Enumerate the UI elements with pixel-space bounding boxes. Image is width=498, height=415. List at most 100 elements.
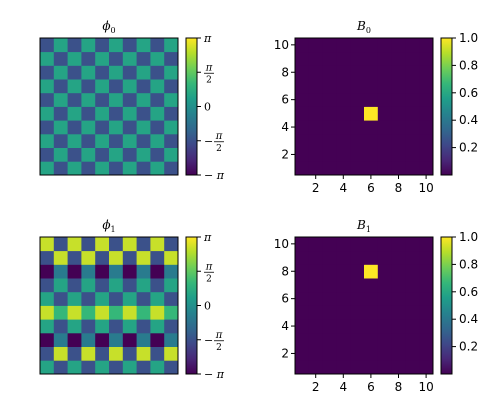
heatmap-cell [95,38,110,53]
heatmap-cell [95,65,110,80]
colorbar-tick-label: 1.0 [459,31,478,45]
heatmap-cell [322,346,337,361]
y-tick-label: 10 [274,237,289,251]
heatmap-cell [377,319,392,334]
y-tick-label: 8 [281,264,289,278]
heatmap-cell [109,360,124,375]
heatmap-cell [295,319,310,334]
colorbar-tick-label: 0.6 [459,86,478,100]
heatmap-cell [377,120,392,135]
heatmap-cell [109,79,124,94]
heatmap-cell [350,332,365,347]
heatmap-cell [109,291,124,306]
heatmap-cell [419,250,434,265]
heatmap-cell [391,147,406,162]
heatmap-cell [364,38,379,53]
heatmap-cell [405,291,420,306]
heatmap-cell [308,278,323,293]
heatmap-cell [377,161,392,176]
heatmap-cell [40,133,55,148]
colorbar-tick-label: π [203,32,212,45]
heatmap-cell [40,305,55,320]
heatmap-cell [150,264,165,279]
heatmap-cell [391,106,406,121]
heatmap-cell [67,120,82,135]
heatmap-cell [336,332,351,347]
heatmap-cell [336,264,351,279]
heatmap-cell [164,147,179,162]
heatmap-cell [391,305,406,320]
heatmap-cell [308,120,323,135]
heatmap-cell [164,264,179,279]
heatmap-cell [336,360,351,375]
heatmap-cell [67,319,82,334]
heatmap-cell [150,237,165,252]
x-tick-label: 10 [418,181,433,195]
heatmap-cell [136,332,151,347]
heatmap-cell [364,360,379,375]
colorbar-tick-label: π2 [204,261,214,284]
svg-text:2: 2 [216,343,222,353]
heatmap-cell [40,79,55,94]
heatmap-cell [295,264,310,279]
heatmap-cell [295,133,310,148]
heatmap-cell [419,332,434,347]
colorbar-tick-label: 0.8 [459,257,478,271]
heatmap-cell [350,346,365,361]
heatmap-cell [350,133,365,148]
heatmap-cell [350,51,365,66]
colorbar-frame [440,236,453,375]
heatmap-cell [95,161,110,176]
panel-1: B0 2 4 6 8 10 2 4 6 8 10 1.0 0.8 0.6 0.4 0.2 [274,19,478,195]
svg-text:2: 2 [216,144,222,154]
heatmap-cell [136,92,151,107]
heatmap-cell [377,346,392,361]
heatmap-cell [122,291,137,306]
heatmap-cell [419,360,434,375]
heatmap-cell [391,291,406,306]
x-tick-label: 6 [367,181,375,195]
heatmap-cell [136,79,151,94]
heatmap-cell [377,106,392,121]
heatmap-cell [405,250,420,265]
svg-text:2: 2 [206,75,212,85]
heatmap-cell [308,38,323,53]
heatmap-cell [391,38,406,53]
heatmap-cell [164,360,179,375]
heatmap-cell [419,65,434,80]
heatmap-cell [336,147,351,162]
heatmap-cell [67,250,82,265]
heatmap-cell [95,319,110,334]
heatmap-cell [40,250,55,265]
heatmap-cell [122,319,137,334]
heatmap-cell [364,147,379,162]
heatmap-cell [81,346,96,361]
heatmap-cell [419,38,434,53]
heatmap-cell [95,147,110,162]
heatmap-cell [164,305,179,320]
heatmap-cell [350,360,365,375]
heatmap-cell [295,360,310,375]
x-tick-label: 2 [312,181,320,195]
heatmap-cell [308,305,323,320]
heatmap-cell [53,120,68,135]
heatmap-cell [391,332,406,347]
heatmap-cell [67,65,82,80]
heatmap-cell [377,278,392,293]
heatmap-cell [136,360,151,375]
heatmap-cell [164,346,179,361]
heatmap-cell [295,305,310,320]
heatmap-cell [377,305,392,320]
heatmap-cell [136,106,151,121]
heatmap-cell [295,332,310,347]
heatmap-cell [405,278,420,293]
heatmap-cell [95,264,110,279]
heatmap-cell [350,161,365,176]
heatmap-cell [95,305,110,320]
heatmap-cell [377,250,392,265]
heatmap-cell [405,51,420,66]
heatmap-cell [377,291,392,306]
heatmap-cell [405,346,420,361]
heatmap-cell [308,332,323,347]
